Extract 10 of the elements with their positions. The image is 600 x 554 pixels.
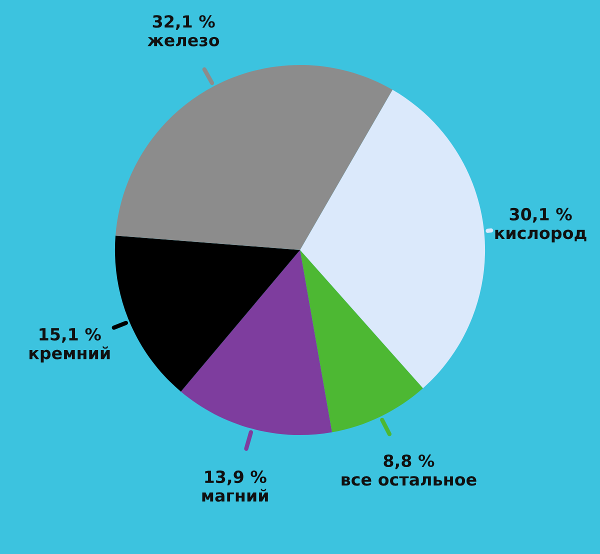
slice-label: железо [148,36,220,46]
data-label: 30,1 % [510,208,572,223]
slice-label: кислород [495,230,586,242]
data-label: 13,9 % [205,470,266,486]
slice-label: магний [202,488,268,502]
data-label: 8,8 % [384,454,434,470]
slice-label: все остальное [342,476,476,486]
slice-label: кремний [30,346,110,363]
data-label: 15,1 % [40,328,101,343]
data-label: 32,1 % [152,15,215,30]
